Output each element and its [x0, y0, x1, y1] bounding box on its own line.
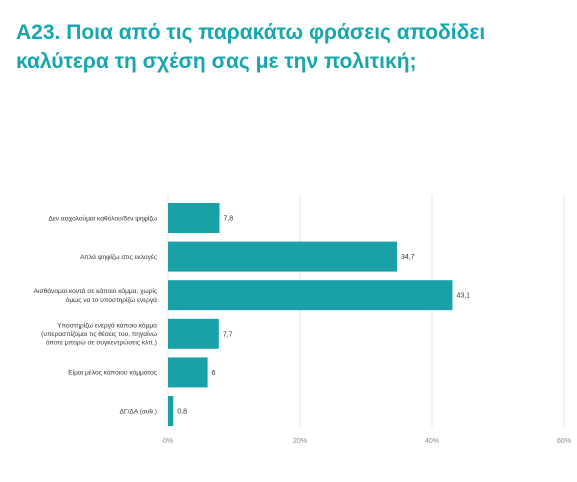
data-label: 7,8	[223, 216, 233, 223]
category-label: ΔΓ/ΔΑ (αυθ.)	[120, 408, 157, 415]
x-tick-label: 60%	[557, 438, 571, 445]
category-label: όποτε μπορώ σε συγκεντρώσεις κλπ.)	[46, 339, 157, 347]
category-label: Είμαι μέλος κάποιου κόμματος	[68, 369, 157, 377]
category-label: (υπερασπίζομαι τις θέσεις του, πηγαίνω	[41, 330, 157, 338]
chart-title-line-1: Α23. Ποια από τις παρακάτω φράσεις αποδί…	[16, 21, 486, 44]
bar-4	[168, 357, 208, 388]
category-label: Υποστηρίζω ενεργά κάποιο κόμμα	[57, 322, 157, 330]
category-label: Απλά ψηφίζω στις εκλογές	[80, 253, 157, 261]
bar-1	[168, 241, 398, 272]
bar-2	[168, 280, 453, 311]
data-label: 0,8	[177, 409, 187, 416]
bar-0	[168, 203, 220, 233]
chart-title-line-2: καλύτερα τη σχέση σας με την πολιτική;	[16, 50, 417, 73]
x-tick-label: 40%	[425, 438, 439, 445]
x-tick-label: 0%	[163, 438, 173, 445]
data-label: 6	[212, 370, 216, 377]
category-label: Δεν ασχολούμαι καθόλου/δεν ψηφίζω	[48, 214, 157, 222]
data-label: 34,7	[401, 254, 415, 261]
category-label: Αισθάνομαι κοντά σε κάποιο κόμμα, χωρίς	[34, 287, 157, 295]
bar-3	[168, 318, 219, 349]
data-label: 43,1	[456, 293, 470, 300]
category-label: όμως να το υποστηρίζω ενεργά	[66, 296, 158, 304]
bar-5	[168, 396, 174, 426]
x-tick-label: 20%	[293, 438, 307, 445]
data-label: 7,7	[223, 331, 233, 338]
chart-title: Α23. Ποια από τις παρακάτω φράσεις αποδί…	[16, 18, 561, 76]
